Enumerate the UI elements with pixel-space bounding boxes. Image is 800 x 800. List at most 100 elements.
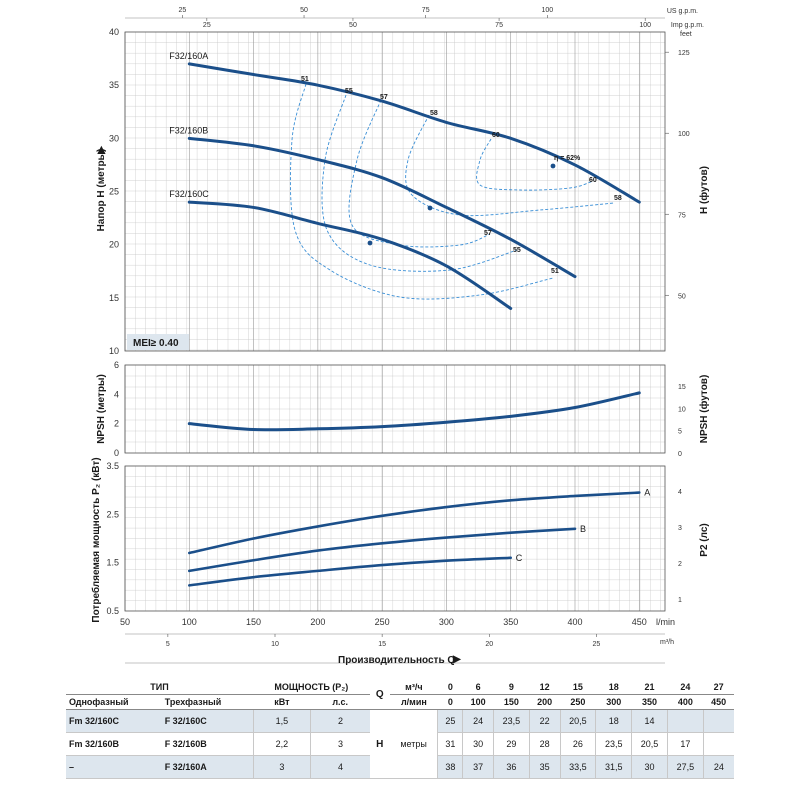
lmin-cell: 100 (462, 694, 494, 710)
m3h-cell: 15 (560, 680, 596, 695)
head-cell (666, 709, 704, 733)
npsh-chart: 0 2 4 6 0 5 10 15 NPSH (метры) NPSH (футов) (96, 360, 710, 458)
x-tick-label: 100 (182, 617, 197, 627)
m3h-cell: 0 (437, 680, 463, 695)
x-axis-arrow: ▶ (452, 654, 462, 665)
best-efficiency-point (550, 163, 556, 169)
x-tick-label: 300 (439, 617, 454, 627)
h-label: H (369, 709, 390, 779)
y-tick-label: 125 (678, 50, 690, 57)
npsh-y-title: NPSH (метры) (96, 374, 107, 444)
series-label: B (580, 524, 586, 534)
y-tick-label: 2 (678, 561, 682, 568)
power-curve-labels: A B C (516, 488, 651, 563)
lmin-cell: 0 (437, 694, 463, 710)
head-cell: 30 (631, 755, 668, 779)
y-tick-label: 3.5 (106, 461, 119, 471)
head-cell: 25 (437, 709, 463, 733)
head-cell: 27,5 (666, 755, 704, 779)
m3h-cell: 24 (667, 680, 704, 695)
x-tick-label: 450 (632, 617, 647, 627)
lmin-cell: 250 (560, 694, 596, 710)
table-row: Fm 32/160B F 32/160B 2,2 3 31 30 29 28 2… (66, 732, 734, 756)
three-phase-model: F 32/160B (161, 732, 253, 756)
series-label: F32/160B (169, 125, 208, 135)
lmin-cell: 150 (493, 694, 530, 710)
x-tick-label: 25 (593, 641, 601, 648)
x-tick-label: 10 (271, 641, 279, 648)
head-cell: 18 (595, 709, 632, 733)
series-label: A (644, 488, 650, 498)
head-cell: 31,5 (595, 755, 632, 779)
head-feet-unit: feet (680, 31, 692, 38)
power-kw: 1,5 (252, 709, 311, 733)
m3h-cell: 6 (462, 680, 494, 695)
y-tick-label: 3 (678, 525, 682, 532)
power-hp-ticks: 1 2 3 4 (678, 489, 682, 604)
head-cell: 36 (492, 755, 530, 779)
y-tick-label: 15 (109, 293, 119, 303)
y-tick-label: 50 (678, 293, 686, 300)
spec-table: ТИП МОЩНОСТЬ (P₂) Q м³/ч 0 6 9 12 15 18 … (66, 680, 734, 779)
single-phase-model: – (66, 755, 162, 779)
y-tick-label: 2 (114, 419, 119, 429)
head-cell: 20,5 (559, 709, 596, 733)
head-y-arrow: ▶ (96, 145, 107, 155)
x-tick-label: 20 (485, 641, 493, 648)
x-tick-label: 5 (166, 641, 170, 648)
series-line (187, 391, 641, 432)
m3h-cell: 21 (631, 680, 668, 695)
npsh-y-title-right: NPSH (футов) (698, 375, 710, 444)
best-efficiency-point (427, 205, 433, 211)
power-chart: 0.5 1.5 2.5 3.5 1 2 3 4 Потребляемая мощность … (90, 457, 710, 666)
x-tick-label: 400 (567, 617, 582, 627)
table-row: Fm 32/160C F 32/160C 1,5 2 H метры 25 24… (66, 709, 734, 779)
head-cell: 38 (437, 755, 463, 779)
lmin-cell: 350 (631, 694, 668, 710)
head-cell: 24 (702, 755, 734, 779)
table-row: – F 32/160A 3 4 38 37 36 35 33,5 31,5 30… (66, 755, 734, 779)
y-tick-label: 1.5 (106, 558, 119, 568)
y-tick-label: 0.5 (106, 606, 119, 616)
y-tick-label: 30 (109, 133, 119, 143)
three-phase-model: F 32/160C (161, 709, 253, 733)
three-phase-model: F 32/160A (161, 755, 253, 779)
power-grid (124, 465, 665, 612)
efficiency-labels: 51 55 57 58 60 η = 62% 60 58 57 55 51 (301, 76, 622, 275)
y-tick-label: 5 (678, 429, 682, 436)
efficiency-label: 55 (345, 88, 353, 95)
q-label: Q (369, 680, 390, 710)
head-cell: 37 (462, 755, 494, 779)
lmin-unit-label: л/мин (389, 694, 438, 710)
head-curves (187, 62, 641, 310)
power-header: МОЩНОСТЬ (P₂) (253, 680, 370, 695)
head-y-ticks: 10 15 20 25 30 35 40 (109, 27, 119, 356)
head-cell: 33,5 (559, 755, 596, 779)
lmin-cell: 450 (703, 694, 734, 710)
best-efficiency-point (367, 240, 373, 246)
hp-header: л.с. (310, 694, 370, 710)
top-tick-label: 75 (495, 22, 503, 29)
series-line (187, 491, 641, 555)
efficiency-label: 58 (430, 110, 438, 117)
y-tick-label: 100 (678, 131, 690, 138)
power-y-title: Потребляемая мощность P₂ (кВт) (90, 457, 102, 622)
head-cell (702, 709, 734, 733)
series-label: F32/160A (169, 51, 208, 61)
kw-header: кВт (253, 694, 311, 710)
power-kw: 3 (252, 755, 311, 779)
imp-gpm-ticks: 25 50 75 100 (203, 18, 651, 29)
top-tick-label: 50 (300, 7, 308, 14)
y-tick-label: 15 (678, 384, 686, 391)
x-tick-label: 15 (378, 641, 386, 648)
efficiency-contour (321, 94, 518, 272)
series-label: F32/160C (169, 189, 209, 199)
y-tick-label: 35 (109, 80, 119, 90)
y-tick-label: 40 (109, 27, 119, 37)
series-line (187, 527, 577, 573)
power-y-title-right: P2 (лс) (699, 523, 710, 556)
power-hp: 3 (310, 732, 370, 756)
top-tick-label: 75 (422, 7, 430, 14)
m3h-unit-label: м³/ч (389, 680, 438, 695)
lmin-cell: 200 (529, 694, 560, 710)
